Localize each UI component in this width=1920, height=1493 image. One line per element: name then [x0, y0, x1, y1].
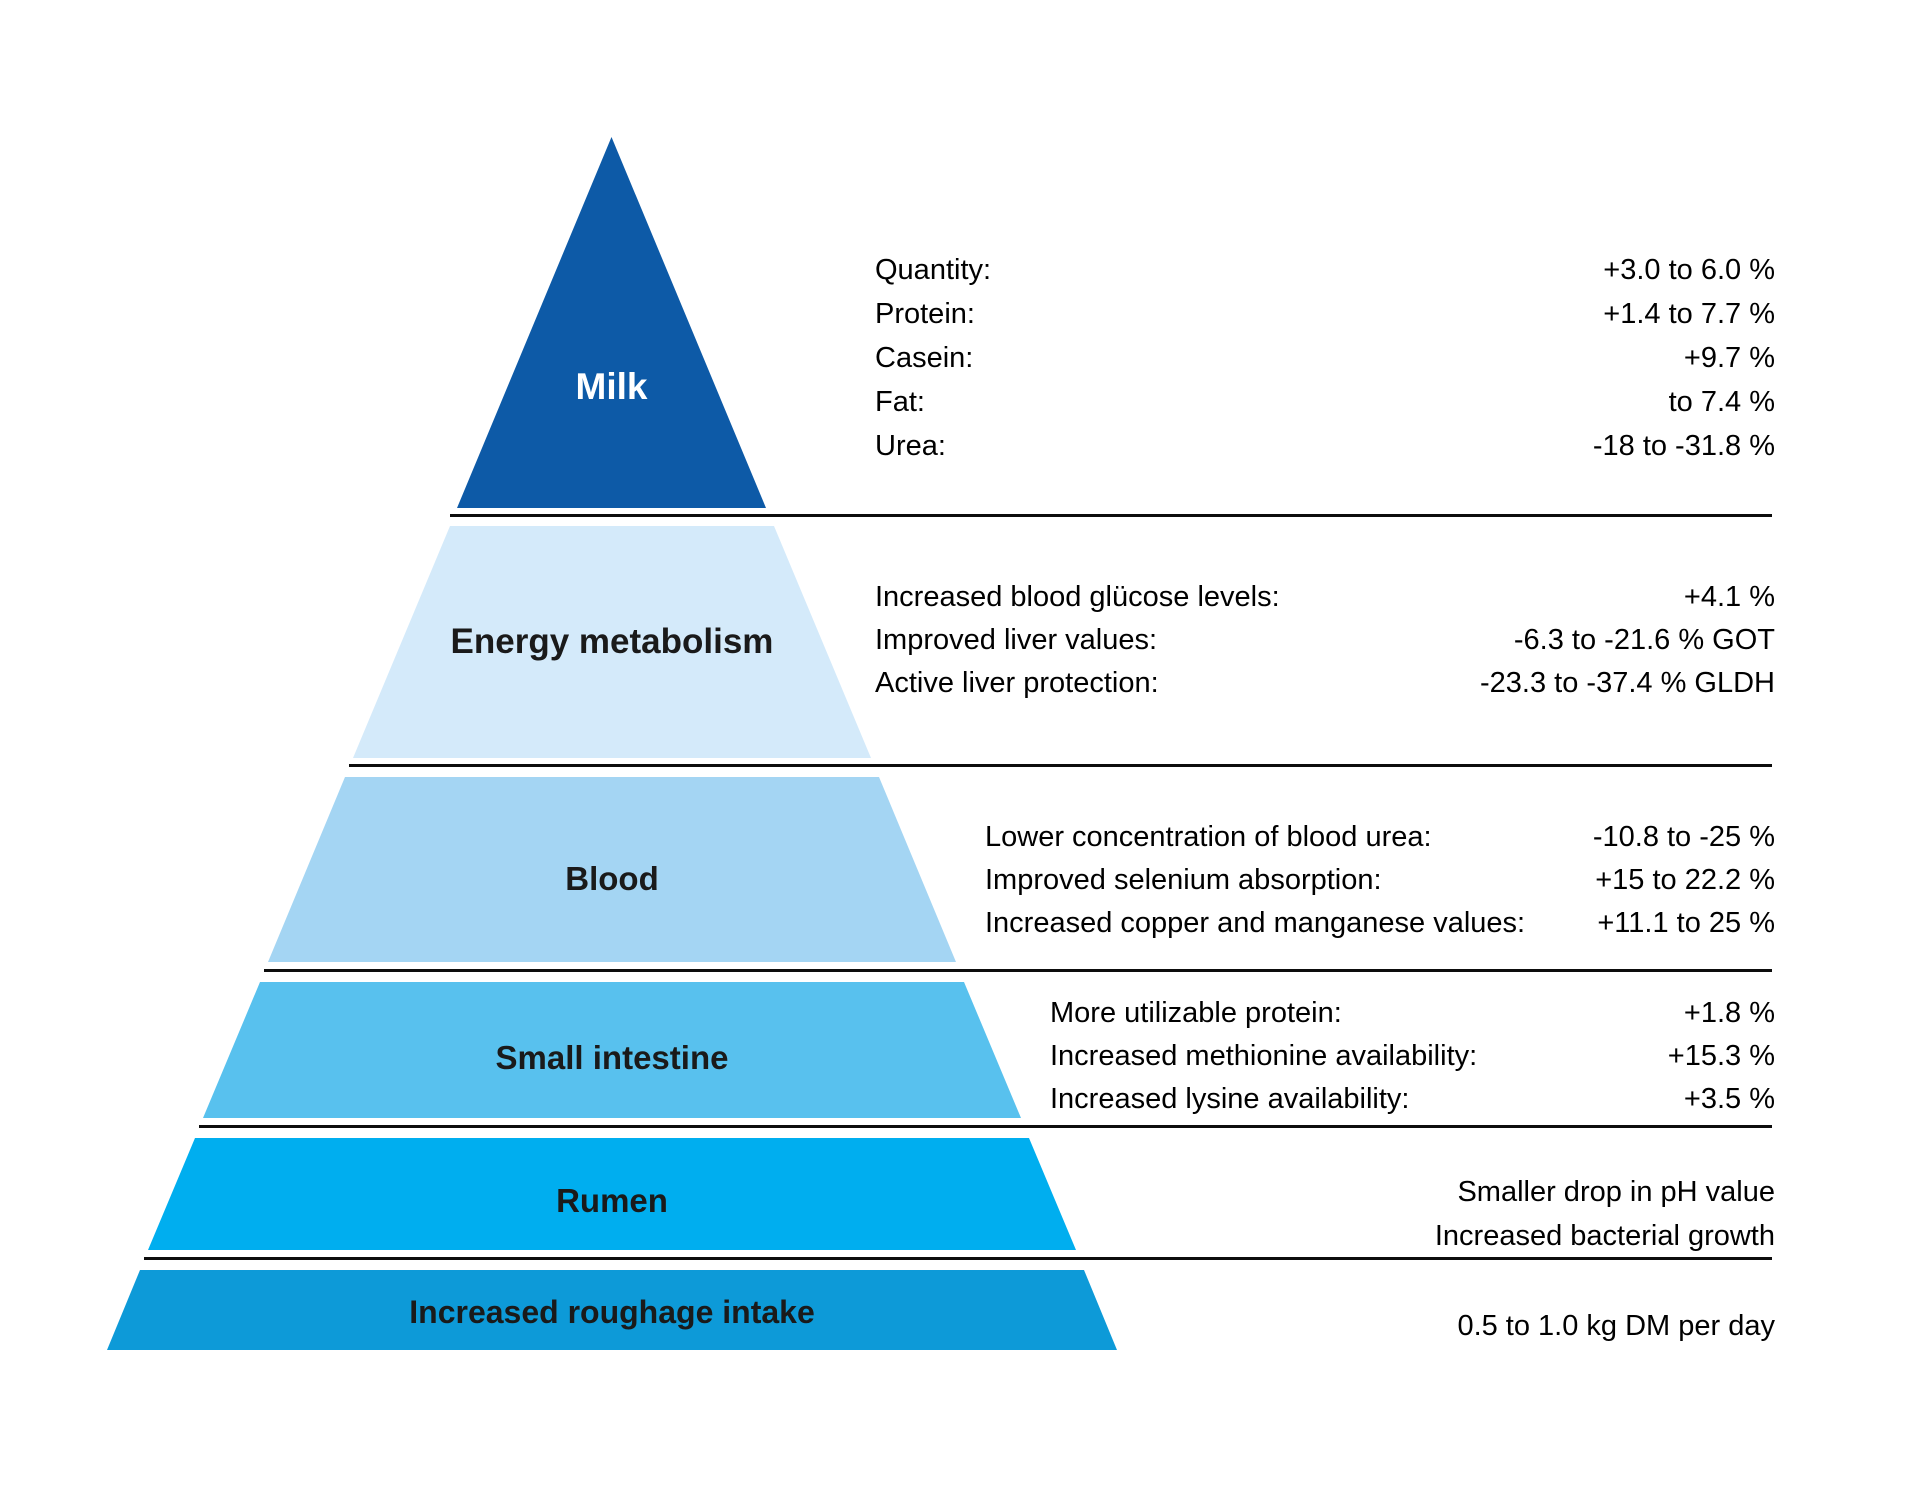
annotation-row: Increased copper and manganese values: +…: [985, 902, 1775, 945]
separator-line-1: [450, 514, 1772, 517]
annotation-row: Improved liver values: -6.3 to -21.6 % G…: [875, 619, 1775, 662]
annotation-label: More utilizable protein:: [1050, 997, 1342, 1029]
annotation-row: Fat: to 7.4 %: [875, 380, 1775, 424]
separator-line-5: [144, 1257, 1772, 1260]
blood-annotations: Lower concentration of blood urea: -10.8…: [985, 816, 1775, 945]
rumen-annotations: Smaller drop in pH value Increased bacte…: [1100, 1170, 1775, 1258]
annotation-value: +15.3 %: [1667, 1040, 1775, 1072]
separator-line-3: [264, 969, 1772, 972]
energy-metabolism-annotations: Increased blood glücose levels: +4.1 % I…: [875, 576, 1775, 705]
annotation-label: Lower concentration of blood urea:: [985, 821, 1432, 853]
annotation-label: Fat:: [875, 386, 925, 418]
annotation-row: Increased methionine availability: +15.3…: [1050, 1035, 1775, 1078]
annotation-value: +11.1 to 25 %: [1597, 907, 1775, 939]
tier-small-intestine: Small intestine: [203, 982, 1021, 1118]
tier-milk-label: Milk: [575, 366, 648, 407]
tier-increased-roughage-intake-label: Increased roughage intake: [409, 1293, 815, 1330]
annotation-value: +4.1 %: [1683, 581, 1775, 613]
annotation-value: 0.5 to 1.0 kg DM per day: [1457, 1310, 1775, 1342]
annotation-row: Urea: -18 to -31.8 %: [875, 424, 1775, 468]
annotation-value: -6.3 to -21.6 % GOT: [1513, 624, 1775, 656]
separator-line-2: [349, 764, 1772, 767]
annotation-row: 0.5 to 1.0 kg DM per day: [1100, 1304, 1775, 1348]
tier-milk: Milk: [457, 137, 766, 508]
separator-line-4: [199, 1125, 1772, 1128]
tier-rumen-label: Rumen: [556, 1182, 668, 1219]
annotation-label: Increased methionine availability:: [1050, 1040, 1478, 1072]
annotation-label: Improved liver values:: [875, 624, 1158, 656]
annotation-row: Smaller drop in pH value: [1100, 1170, 1775, 1214]
annotation-value: +1.4 to 7.7 %: [1603, 298, 1775, 330]
annotation-row: More utilizable protein: +1.8 %: [1050, 992, 1775, 1035]
annotation-label: Active liver protection:: [875, 667, 1159, 699]
tier-increased-roughage-intake: Increased roughage intake: [107, 1270, 1117, 1350]
tier-rumen: Rumen: [148, 1138, 1076, 1250]
annotation-row: Improved selenium absorption: +15 to 22.…: [985, 859, 1775, 902]
annotation-label: Casein:: [875, 342, 974, 374]
tier-small-intestine-label: Small intestine: [495, 1039, 729, 1076]
annotation-value: +15 to 22.2 %: [1595, 864, 1775, 896]
annotation-value: to 7.4 %: [1668, 386, 1775, 418]
annotation-label: Increased blood glücose levels:: [875, 581, 1280, 613]
annotation-label: Increased lysine availability:: [1050, 1083, 1410, 1115]
roughage-annotations: 0.5 to 1.0 kg DM per day: [1100, 1304, 1775, 1348]
annotation-row: Casein: +9.7 %: [875, 336, 1775, 380]
annotation-row: Increased bacterial growth: [1100, 1214, 1775, 1258]
annotation-row: Quantity: +3.0 to 6.0 %: [875, 248, 1775, 292]
annotation-value: +3.0 to 6.0 %: [1603, 254, 1775, 286]
annotation-label: Improved selenium absorption:: [985, 864, 1382, 896]
annotation-value: -10.8 to -25 %: [1592, 821, 1775, 853]
annotation-value: -23.3 to -37.4 % GLDH: [1480, 667, 1775, 699]
tier-blood-label: Blood: [565, 859, 659, 897]
annotation-row: Increased lysine availability: +3.5 %: [1050, 1078, 1775, 1121]
tier-energy-metabolism-label: Energy metabolism: [450, 622, 774, 661]
annotation-label: Quantity:: [875, 254, 992, 286]
annotation-value: Increased bacterial growth: [1434, 1220, 1775, 1252]
annotation-value: Smaller drop in pH value: [1457, 1176, 1775, 1208]
annotation-value: -18 to -31.8 %: [1592, 430, 1775, 462]
annotation-label: Protein:: [875, 298, 975, 330]
annotation-value: +3.5 %: [1683, 1083, 1775, 1115]
tier-blood: Blood: [268, 777, 956, 962]
annotation-row: Active liver protection: -23.3 to -37.4 …: [875, 662, 1775, 705]
milk-annotations: Quantity: +3.0 to 6.0 % Protein: +1.4 to…: [875, 248, 1775, 468]
annotation-row: Lower concentration of blood urea: -10.8…: [985, 816, 1775, 859]
small-intestine-annotations: More utilizable protein: +1.8 % Increase…: [1050, 992, 1775, 1121]
annotation-row: Increased blood glücose levels: +4.1 %: [875, 576, 1775, 619]
annotation-label: Increased copper and manganese values:: [985, 907, 1526, 939]
tier-energy-metabolism: Energy metabolism: [353, 526, 871, 758]
annotation-value: +9.7 %: [1683, 342, 1775, 374]
annotation-label: Urea:: [875, 430, 946, 462]
annotation-value: +1.8 %: [1683, 997, 1775, 1029]
annotation-row: Protein: +1.4 to 7.7 %: [875, 292, 1775, 336]
